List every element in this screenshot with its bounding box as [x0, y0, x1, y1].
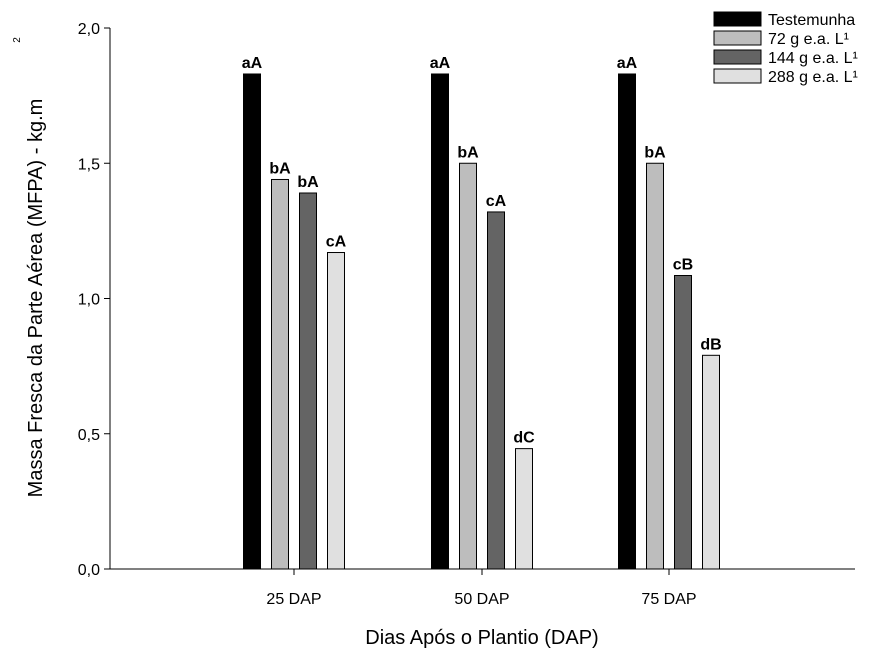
- y-axis-title: Massa Fresca da Parte Aérea (MFPA) - kg.…: [25, 99, 47, 498]
- legend: Testemunha 72 g e.a. L¹ 144 g e.a. L¹ 288 g…: [713, 11, 858, 86]
- axes: [109, 28, 855, 570]
- bar: [327, 252, 345, 570]
- bar-data-label: cA: [486, 193, 507, 210]
- y-axis-title-superscript: 2: [12, 37, 23, 43]
- bar-data-label: aA: [242, 55, 263, 72]
- y-tick-label: 1,5: [78, 156, 100, 173]
- bar-data-label: bA: [269, 160, 291, 177]
- bar-data-label: aA: [617, 55, 638, 72]
- bar: [459, 162, 477, 570]
- data-labels: aA bA bA cA aA bA cA dC aA bA cB dB: [242, 55, 722, 447]
- bar-data-label: cA: [326, 234, 347, 251]
- bar-data-label: dB: [700, 336, 721, 353]
- bar: [431, 73, 449, 570]
- x-tick-label: 75 DAP: [641, 591, 696, 608]
- legend-label: 144 g e.a. L¹: [768, 50, 858, 67]
- bar-data-label: bA: [457, 144, 479, 161]
- bar: [646, 162, 664, 570]
- bar-data-label: aA: [430, 55, 451, 72]
- y-axis-title-group: Massa Fresca da Parte Aérea (MFPA) - kg.…: [25, 99, 47, 498]
- x-tick-label: 25 DAP: [266, 591, 321, 608]
- legend-swatch: [713, 49, 762, 65]
- bar-data-label: dC: [513, 430, 535, 447]
- bar: [243, 73, 261, 570]
- legend-swatch: [713, 30, 762, 46]
- bar: [271, 178, 289, 570]
- bar: [299, 192, 317, 570]
- y-tick-label: 2,0: [78, 21, 100, 38]
- bar: [487, 211, 505, 570]
- bar-data-label: bA: [297, 174, 319, 191]
- x-ticks: 25 DAP 50 DAP 75 DAP: [266, 569, 697, 608]
- legend-swatch: [713, 11, 762, 27]
- y-tick-label: 0,5: [78, 427, 100, 444]
- x-axis-title: Dias Após o Plantio (DAP): [365, 627, 598, 649]
- legend-label: 288 g e.a. L¹: [768, 69, 858, 86]
- y-ticks: 0,0 0,5 1,0 1,5 2,0: [78, 21, 110, 579]
- bar: [618, 73, 636, 570]
- bar-data-label: bA: [644, 144, 666, 161]
- bar-data-label: cB: [673, 257, 693, 274]
- legend-label: 72 g e.a. L¹: [768, 31, 849, 48]
- bar: [515, 448, 533, 570]
- y-tick-label: 1,0: [78, 292, 100, 309]
- legend-label: Testemunha: [768, 12, 855, 29]
- y-tick-label: 0,0: [78, 562, 100, 579]
- bar: [674, 275, 692, 570]
- x-tick-label: 50 DAP: [454, 591, 509, 608]
- bar: [702, 354, 720, 570]
- bars: [243, 73, 720, 570]
- legend-swatch: [713, 68, 762, 84]
